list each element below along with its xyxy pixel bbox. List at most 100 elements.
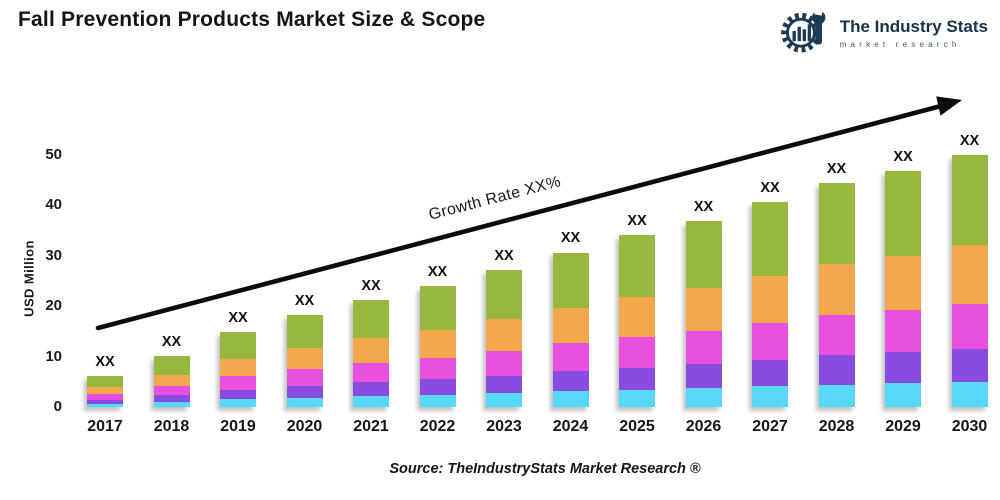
bar-segment-segment-2 [752,359,788,387]
bar-value-label: XX [959,132,980,149]
y-tick-label: 30 [45,246,62,264]
bar-segment-segment-2 [951,348,988,382]
brand-name: The Industry Stats [839,17,988,37]
bar-segment-segment-4 [486,319,522,351]
bar-2018 [153,356,190,407]
bar-value-label: XX [427,264,448,281]
x-tick-label: 2022 [419,418,456,435]
bar-segment-segment-2 [286,385,323,398]
bar-2019 [220,332,256,407]
bar-segment-segment-2 [419,379,456,395]
bar-segment-segment-5-top [419,286,456,330]
bar-segment-segment-4 [353,338,389,364]
x-tick-label: 2020 [286,418,323,435]
bar-segment-segment-3 [619,336,655,368]
bar-segment-segment-1-bottom [619,389,655,407]
bar-value-label: XX [826,160,847,177]
x-tick-label: 2018 [153,418,190,435]
bar-2023 [486,269,522,407]
bar-segment-segment-1-bottom [552,391,589,407]
bar-segment-segment-1-bottom [486,393,522,407]
bar-segment-segment-3 [87,394,123,400]
bar-segment-segment-2 [818,355,855,385]
bar-value-label: XX [893,149,913,166]
bar-segment-segment-4 [153,374,190,387]
bar-segment-segment-4 [685,287,722,331]
bar-segment-segment-1-bottom [419,394,456,407]
x-tick-label: 2026 [685,418,722,435]
bar-segment-segment-3 [486,350,522,376]
bar-segment-segment-3 [685,330,722,365]
bar-segment-segment-5-top [951,154,988,246]
bar-segment-segment-4 [951,245,988,304]
x-tick-label: 2029 [885,418,921,435]
x-tick-label: 2024 [552,418,589,435]
bar-segment-segment-2 [619,367,655,390]
bar-segment-segment-2 [87,399,123,404]
bar-segment-segment-1-bottom [87,403,123,407]
bar-segment-segment-4 [220,359,256,377]
bar-value-label: XX [95,354,115,371]
bar-segment-segment-3 [353,363,389,383]
x-tick-label: 2025 [619,418,655,435]
bar-segment-segment-2 [220,389,256,400]
bar-segment-segment-4 [286,347,323,370]
bar-segment-segment-5-top [486,269,522,320]
bar-segment-segment-5-top [552,252,589,309]
bar-2020 [286,314,323,407]
y-tick-label: 20 [45,297,62,314]
bar-2026 [685,221,722,407]
x-tick-label: 2017 [87,418,123,435]
y-tick-label: 10 [45,347,62,365]
bar-2027 [752,202,788,407]
bar-segment-segment-5-top [818,182,855,264]
bar-segment-segment-1-bottom [153,401,190,407]
bar-2017 [87,376,123,407]
bar-segment-segment-4 [552,308,589,344]
x-tick-label: 2027 [752,418,788,435]
y-tick-label: 0 [53,398,62,415]
bar-segment-segment-4 [419,329,456,358]
bar-segment-segment-5-top [619,235,655,298]
bar-segment-segment-1-bottom [818,384,855,407]
bar-value-label: XX [494,247,514,264]
bar-2024 [552,252,589,407]
bar-segment-segment-4 [752,275,788,323]
bar-value-label: XX [294,292,315,309]
bar-value-label: XX [627,213,647,230]
brand-logo: The Industry Stats market research [779,5,988,61]
bar-2022 [419,286,456,407]
bar-segment-segment-3 [752,322,788,360]
x-tick-label: 2019 [220,418,256,435]
x-tick-label: 2021 [353,418,389,435]
bar-segment-segment-1-bottom [353,396,389,407]
bar-segment-segment-1-bottom [220,399,256,407]
bar-segment-segment-4 [818,263,855,316]
bar-segment-segment-5-top [353,299,389,339]
bar-value-label: XX [560,230,581,247]
page-title: Fall Prevention Products Market Size & S… [18,8,486,31]
bar-segment-segment-5-top [752,202,788,276]
bar-segment-segment-1-bottom [752,386,788,407]
bar-segment-segment-2 [552,371,589,392]
x-tick-label: 2023 [486,418,522,435]
bar-segment-segment-2 [685,364,722,389]
bar-value-label: XX [760,179,780,196]
bar-segment-segment-4 [87,387,123,395]
bar-2025 [619,235,655,407]
bar-segment-segment-5-top [153,356,190,375]
bar-segment-segment-2 [885,352,921,384]
bar-segment-segment-3 [552,343,589,372]
brand-tagline: market research [839,39,961,49]
bar-segment-segment-3 [153,386,190,396]
bar-segment-segment-5-top [286,314,323,348]
bar-segment-segment-3 [286,369,323,386]
bar-value-label: XX [361,277,381,294]
bar-segment-segment-3 [419,357,456,380]
bar-segment-segment-3 [885,310,921,353]
bar-segment-segment-3 [951,303,988,349]
bar-segment-segment-3 [818,315,855,356]
bar-segment-segment-2 [153,395,190,402]
x-tick-label: 2028 [818,418,855,435]
